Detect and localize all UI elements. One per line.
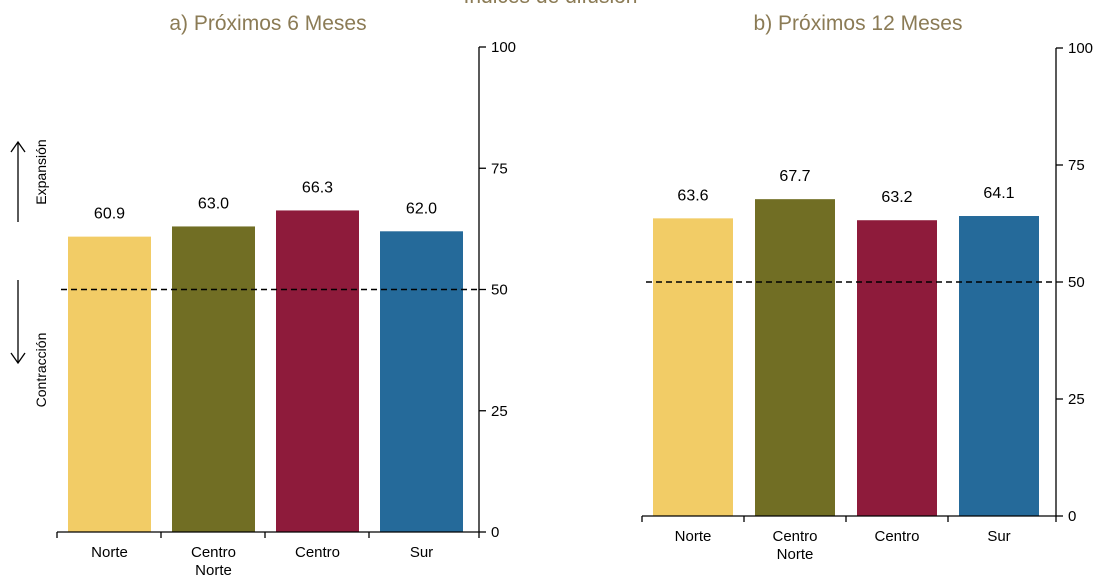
category-label-line: Norte: [777, 546, 814, 563]
bar-sur: [380, 231, 463, 533]
category-label-line: Norte: [91, 544, 128, 561]
y-tick-label: 100: [1068, 40, 1093, 57]
data-label: 64.1: [983, 185, 1014, 202]
y-tick-label: 25: [491, 403, 508, 420]
contraction-label: Contracción: [33, 333, 49, 408]
category-label: Norte: [675, 528, 712, 545]
data-label: 60.9: [94, 206, 125, 223]
category-label-line: Sur: [987, 528, 1010, 545]
expansion-label: Expansión: [33, 139, 49, 204]
category-label-line: Centro: [772, 528, 817, 545]
data-label: 63.6: [677, 187, 708, 204]
category-label: Sur: [410, 544, 433, 561]
category-label-line: Centro: [191, 544, 236, 561]
category-label-line: Sur: [410, 544, 433, 561]
bar-norte: [653, 218, 733, 517]
y-tick-label: 25: [1068, 391, 1085, 408]
y-tick-label: 0: [1068, 508, 1076, 525]
category-label: Centro Norte: [191, 544, 236, 579]
bar-centro: [857, 220, 937, 516]
category-label-line: Norte: [195, 562, 232, 579]
category-label-line: Centro: [295, 544, 340, 561]
bar-sur: [959, 216, 1039, 516]
y-tick-label: 50: [1068, 274, 1085, 291]
contraction-arrow-head: [10, 352, 26, 365]
data-label: 67.7: [779, 168, 810, 185]
expansion-arrow-head: [10, 140, 26, 153]
bar-centro: [276, 210, 359, 532]
category-label: Centro: [295, 544, 340, 561]
category-label: Norte: [91, 544, 128, 561]
y-tick-label: 75: [1068, 157, 1085, 174]
panel-title: b) Próximos 12 Meses: [754, 12, 963, 35]
chart-main-title: Índices de difusión: [0, 0, 1101, 9]
data-label: 62.0: [406, 200, 437, 217]
data-label: 66.3: [302, 179, 333, 196]
data-label: 63.2: [881, 189, 912, 206]
bar-norte: [68, 236, 151, 532]
y-tick-label: 100: [491, 39, 516, 56]
y-tick-label: 50: [491, 282, 508, 299]
side-annotations: Expansión Contracción: [10, 139, 49, 408]
category-label-line: Norte: [675, 528, 712, 545]
category-label: Centro Norte: [772, 528, 817, 563]
bar-centro-norte: [172, 226, 255, 532]
category-label: Sur: [987, 528, 1010, 545]
y-tick-label: 75: [491, 160, 508, 177]
data-label: 63.0: [198, 195, 229, 212]
category-label: Centro: [874, 528, 919, 545]
panel-title: a) Próximos 6 Meses: [169, 12, 366, 35]
bar-centro-norte: [755, 199, 835, 516]
category-label-line: Centro: [874, 528, 919, 545]
y-tick-label: 0: [491, 524, 499, 541]
